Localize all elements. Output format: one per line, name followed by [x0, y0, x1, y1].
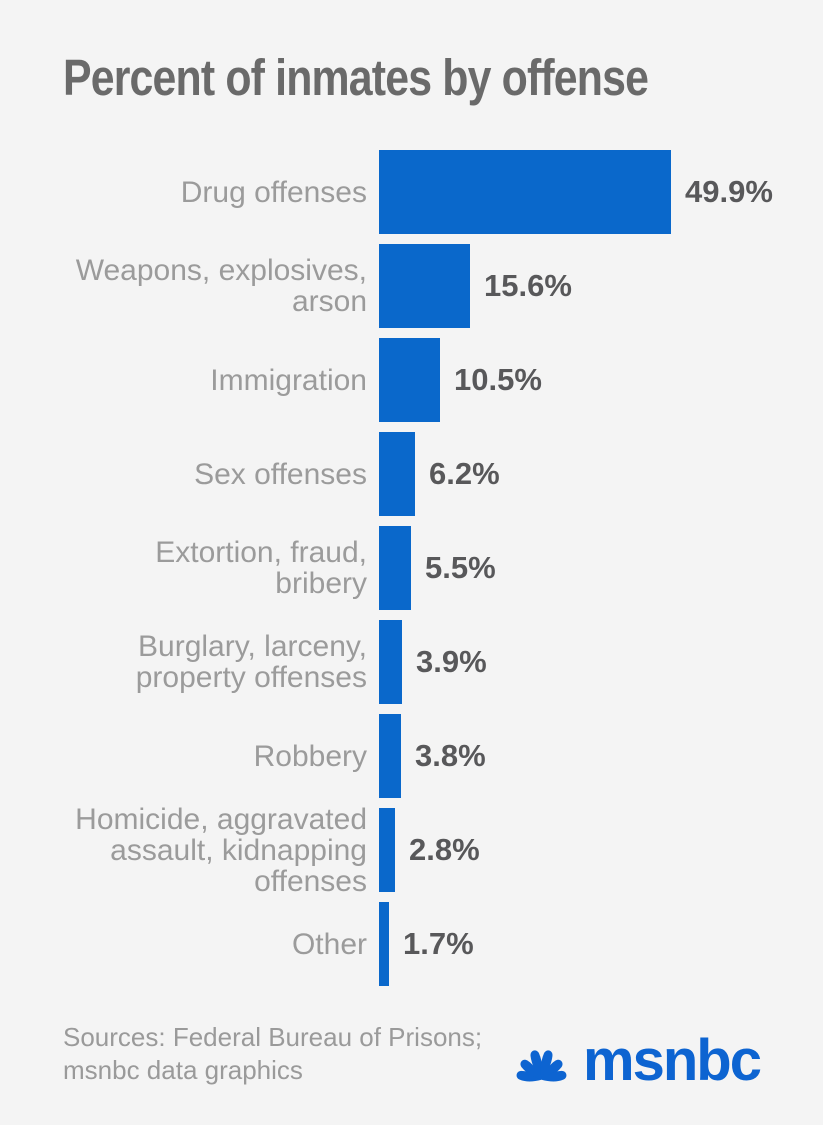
- chart-row: Immigration 10.5%: [63, 338, 823, 422]
- category-label: Homicide, aggravated assault, kidnapping…: [75, 802, 367, 898]
- value-label: 15.6%: [484, 268, 572, 303]
- category-label: Immigration: [210, 363, 367, 397]
- category-label: Burglary, larceny, property offenses: [135, 630, 367, 694]
- chart-row: Other 1.7%: [63, 902, 823, 986]
- bar: [379, 526, 411, 610]
- bar: [379, 808, 395, 892]
- chart-row: Sex offenses 6.2%: [63, 432, 823, 516]
- sources-line-2: msnbc data graphics: [63, 1055, 303, 1085]
- value-label: 1.7%: [403, 926, 474, 961]
- value-label: 49.9%: [685, 174, 773, 209]
- sources-note: Sources: Federal Bureau of Prisons; msnb…: [63, 1021, 482, 1087]
- chart-title: Percent of inmates by offense: [63, 49, 649, 106]
- category-label: Weapons, explosives, arson: [75, 254, 367, 318]
- chart-row: Homicide, aggravated assault, kidnapping…: [63, 804, 823, 897]
- category-label: Other: [291, 927, 367, 961]
- msnbc-logo: msnbc: [513, 1028, 762, 1093]
- chart-row: Weapons, explosives, arson 15.6%: [63, 244, 823, 328]
- nbc-peacock-icon: [516, 1050, 567, 1082]
- bar-chart: Drug offenses 49.9% Weapons, explosives,…: [63, 150, 823, 996]
- value-label: 3.8%: [415, 738, 486, 773]
- bar: [379, 620, 402, 704]
- bar: [379, 338, 440, 422]
- value-label: 10.5%: [454, 362, 542, 397]
- value-label: 5.5%: [425, 550, 496, 585]
- bar: [379, 902, 389, 986]
- chart-row: Extortion, fraud, bribery 5.5%: [63, 526, 823, 610]
- category-label: Extortion, fraud, bribery: [155, 536, 367, 600]
- chart-row: Robbery 3.8%: [63, 714, 823, 798]
- value-label: 2.8%: [409, 832, 480, 867]
- category-label: Robbery: [253, 739, 367, 773]
- bar: [379, 432, 415, 516]
- category-label: Drug offenses: [180, 175, 367, 209]
- value-label: 6.2%: [429, 456, 500, 491]
- category-label: Sex offenses: [194, 457, 367, 491]
- chart-row: Drug offenses 49.9%: [63, 150, 823, 234]
- bar: [379, 714, 401, 798]
- chart-row: Burglary, larceny, property offenses 3.9…: [63, 620, 823, 704]
- sources-line-1: Sources: Federal Bureau of Prisons;: [63, 1022, 483, 1052]
- msnbc-wordmark: msnbc: [583, 1028, 762, 1093]
- value-label: 3.9%: [416, 644, 487, 679]
- bar: [379, 244, 470, 328]
- bar: [379, 150, 671, 234]
